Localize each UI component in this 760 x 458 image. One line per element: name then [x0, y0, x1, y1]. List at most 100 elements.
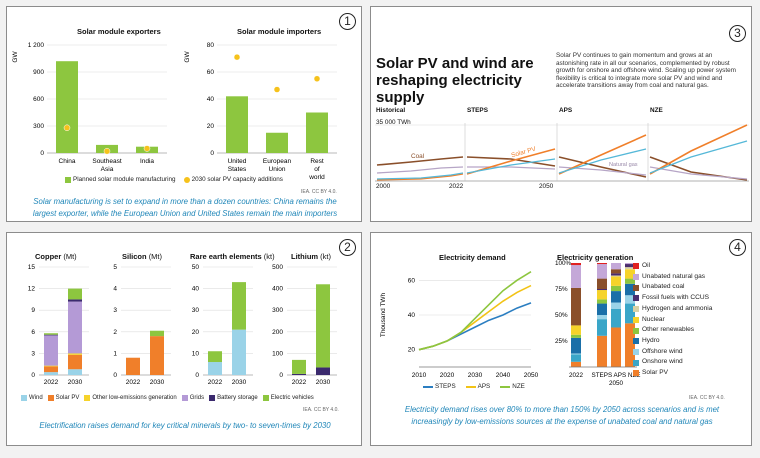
stack-segment	[597, 299, 607, 304]
dot-marker	[233, 53, 241, 61]
category-label: European	[263, 158, 292, 165]
y-tick-label: 0	[279, 372, 283, 379]
bar	[306, 112, 328, 153]
y-tick-label: 100	[272, 350, 283, 357]
stack-segment	[611, 291, 621, 303]
legend-item: Oil	[633, 261, 712, 272]
caption: Electrification raises demand for key cr…	[39, 421, 331, 430]
stack-segment	[625, 303, 635, 324]
y-axis-label: Thousand TWh	[380, 292, 387, 337]
generation-legend: Oil Unabated natural gas Unabated coal Foss…	[633, 261, 712, 379]
bar	[266, 132, 288, 153]
category-label: Southeast	[92, 158, 121, 165]
stack-segment	[597, 335, 607, 367]
stack-segment	[611, 269, 621, 274]
scenario-steps: STEPS	[467, 107, 488, 114]
stack-segment	[150, 330, 164, 337]
legend-item: APS	[465, 383, 490, 390]
stack-segment	[68, 369, 82, 375]
importers-title: Solar module importers	[237, 27, 322, 36]
x-tick-label: 2030	[68, 379, 83, 386]
y-tick-label: 3	[113, 307, 117, 314]
y-tick-label: 20	[408, 347, 416, 354]
y-tick-label: 200	[272, 329, 283, 336]
x-tick-label: 2022	[292, 379, 307, 386]
ree-title: Rare earth elements (kt)	[190, 252, 275, 261]
y-tick-label: 40	[192, 286, 200, 293]
stack-segment	[611, 273, 621, 276]
stack-segment	[597, 303, 607, 315]
legend-item: NZE	[500, 383, 525, 390]
stack-segment	[597, 290, 607, 300]
dot-marker	[63, 124, 71, 132]
stack-segment	[625, 267, 635, 270]
stack-segment	[316, 367, 330, 375]
y-tick-label: 6	[31, 329, 35, 336]
stack-segment	[44, 372, 58, 375]
y-tick-label: 5	[113, 264, 117, 271]
dot-marker	[273, 86, 281, 93]
y-axis-unit: GW	[184, 51, 191, 63]
stack-segment	[611, 276, 621, 286]
dot-marker	[103, 147, 111, 155]
scenario-nze: NZE	[650, 107, 663, 114]
y-tick-label: 1	[113, 350, 117, 357]
lithium-title: Lithium (kt)	[291, 252, 332, 261]
dot-marker	[313, 75, 321, 82]
nze-solar-line	[649, 124, 748, 175]
nze-wind-line	[649, 140, 748, 174]
category-label: Rest	[310, 158, 324, 165]
category-label: world	[308, 174, 325, 181]
stack-segment	[597, 263, 607, 265]
solar-legend: Planned solar module manufacturing 2030 …	[65, 176, 283, 183]
y-tick-label: 0	[113, 372, 117, 379]
category-label: States	[228, 166, 247, 173]
y-tick-label: 100%	[555, 260, 572, 267]
legend-item: Battery storage	[209, 395, 258, 401]
stack-segment	[611, 302, 621, 309]
stack-segment	[597, 315, 607, 320]
x-tick-label: 2030	[232, 379, 247, 386]
scenario-aps: APS	[559, 107, 573, 114]
y-tick-label: 2	[113, 329, 117, 336]
stack-segment	[571, 334, 581, 338]
stack-segment	[571, 263, 581, 266]
gas-label: Natural gas	[609, 162, 638, 168]
y-tick-label: 25%	[555, 338, 568, 345]
aps-solar-line	[558, 134, 647, 175]
stack-segment	[150, 336, 164, 375]
y-tick-label: 75%	[555, 286, 568, 293]
y-tick-label: 12	[28, 286, 36, 293]
stack-segment	[625, 283, 635, 296]
stack-segment	[571, 287, 581, 326]
x-tick-label: 2040	[496, 372, 511, 379]
nze-coal-line	[649, 156, 748, 181]
y-tick-label: 0	[31, 372, 35, 379]
stack-segment	[625, 269, 635, 279]
y-tick-label: 500	[272, 264, 283, 271]
x-tick-label: 2022	[569, 372, 584, 379]
stack-segment	[68, 301, 82, 354]
stack-segment	[208, 351, 222, 363]
scale-label: 35 000 TWh	[376, 119, 411, 126]
demand-legend: STEPS APS NZE	[423, 383, 525, 390]
stack-segment	[597, 264, 607, 279]
bar	[56, 61, 78, 154]
x-tick-label: 2030	[468, 372, 483, 379]
legend-item: Grids	[181, 395, 204, 401]
y-tick-label: 15	[28, 264, 36, 271]
stack-segment	[625, 323, 635, 367]
stack-segment	[44, 366, 58, 373]
stack-segment	[625, 295, 635, 304]
legend-item: Electric vehicles	[262, 395, 314, 401]
aps-wind-line	[558, 148, 647, 174]
x-tick-label: 2050	[609, 380, 624, 387]
category-label: Asia	[101, 166, 114, 173]
series-line	[418, 270, 532, 351]
caption: Electricity demand rises over 80% to mor…	[404, 405, 720, 426]
stack-segment	[292, 359, 306, 374]
